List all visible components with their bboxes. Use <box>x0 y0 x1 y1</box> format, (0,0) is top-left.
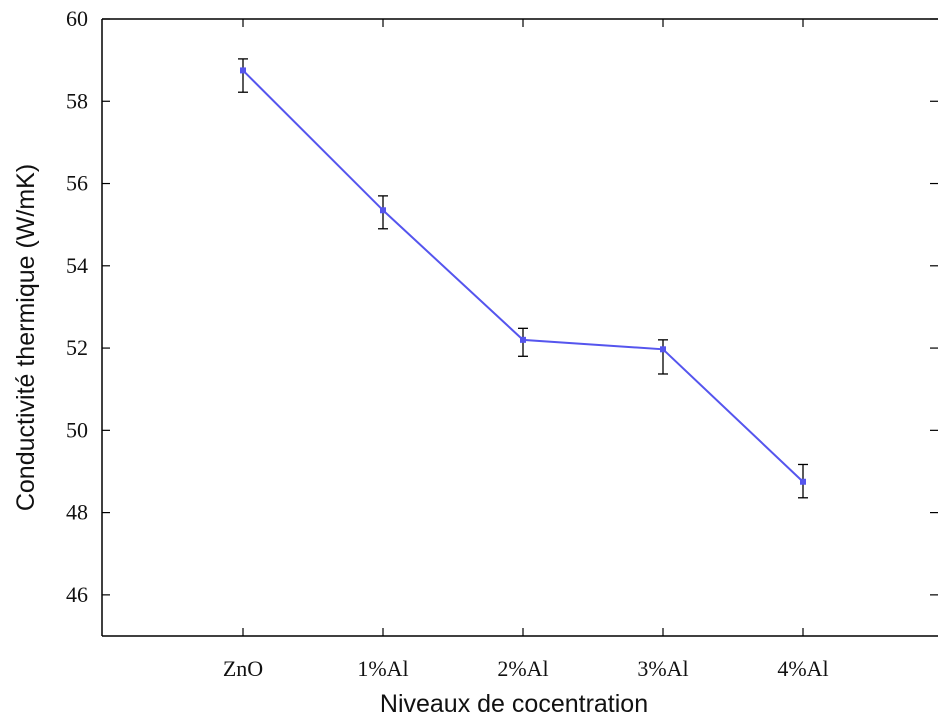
data-point <box>660 346 666 353</box>
series-line <box>242 69 804 483</box>
data-point <box>520 336 526 343</box>
y-tick-label: 56 <box>66 171 88 196</box>
y-tick-label: 48 <box>66 500 88 525</box>
data-point <box>800 478 806 485</box>
x-tick-label: 4%Al <box>777 656 828 681</box>
error-bar <box>658 339 668 375</box>
y-tick-label: 58 <box>66 88 88 113</box>
x-tick-label: 3%Al <box>637 656 688 681</box>
error-bar <box>238 58 248 93</box>
y-tick-label: 52 <box>66 335 88 360</box>
x-ticks: ZnO 1%Al 2%Al 3%Al 4%Al <box>223 19 829 681</box>
x-tick-label: ZnO <box>223 656 263 681</box>
y-tick-label: 60 <box>66 6 88 31</box>
data-point <box>240 67 246 74</box>
y-axis-title: Conductivité thermique (W/mK) <box>12 164 40 511</box>
axes <box>101 18 938 637</box>
y-tick-label: 50 <box>66 417 88 442</box>
x-tick-label: 2%Al <box>497 656 548 681</box>
error-bars <box>238 58 808 499</box>
y-ticks: 46 48 50 52 54 56 58 60 <box>66 6 938 607</box>
y-tick-label: 54 <box>66 253 88 278</box>
y-tick-label: 46 <box>66 582 88 607</box>
x-tick-label: 1%Al <box>357 656 408 681</box>
data-point <box>380 207 386 214</box>
x-axis-title: Niveaux de cocentration <box>380 690 648 718</box>
series-group <box>240 67 806 485</box>
